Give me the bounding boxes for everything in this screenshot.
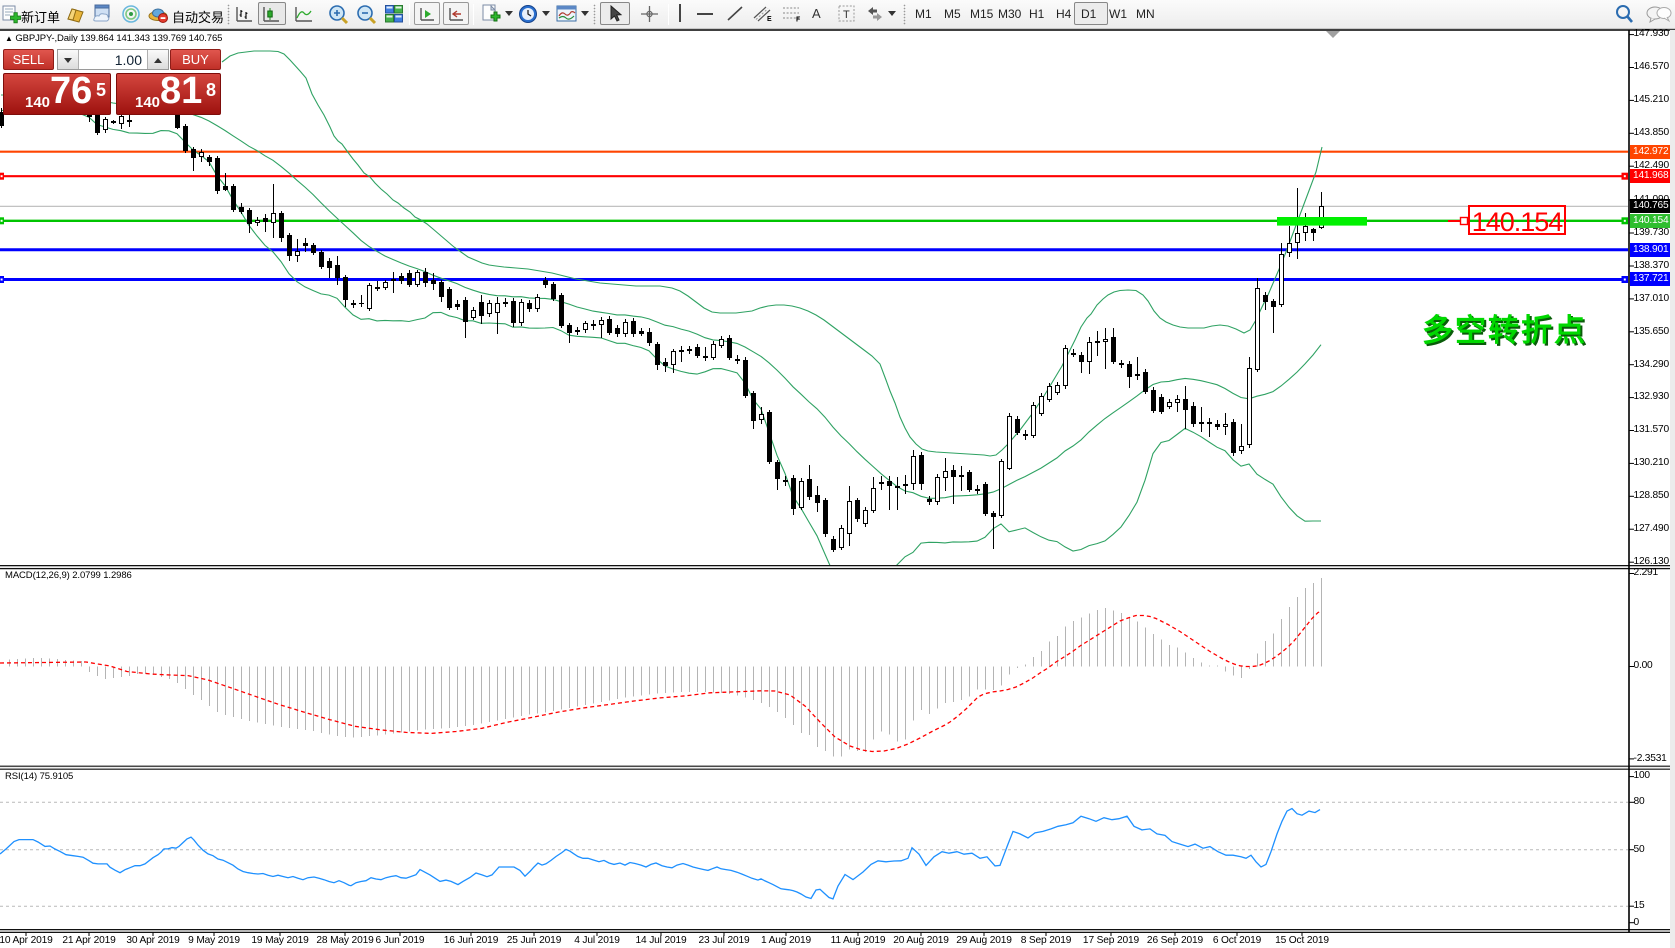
svg-text:F: F — [796, 17, 801, 23]
svg-text:T: T — [843, 9, 850, 21]
svg-text:E: E — [767, 16, 772, 22]
